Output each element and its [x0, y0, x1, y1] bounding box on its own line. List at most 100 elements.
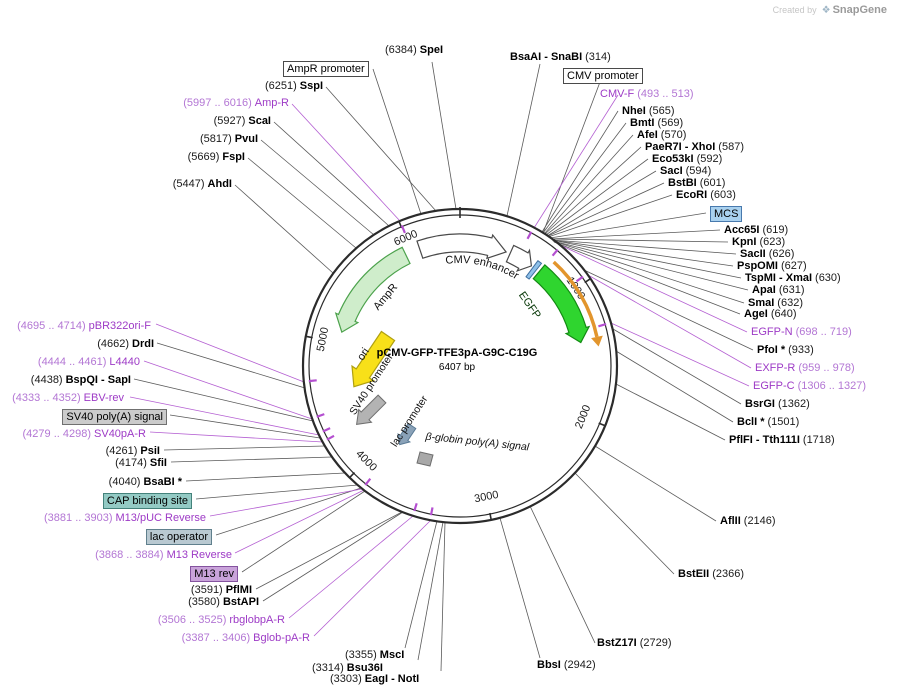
primer-callout-line	[149, 431, 324, 443]
plasmid-name: pCMV-GFP-TFE3pA-G9C-C19G	[377, 347, 538, 359]
primer-ring-ticks	[308, 225, 607, 516]
callout-line	[553, 241, 741, 315]
primer-tick	[322, 427, 331, 433]
site-label-ecori[interactable]: EcoRI (603)	[676, 189, 736, 201]
feature-label-cap-binding-site[interactable]: CAP binding site	[102, 493, 192, 509]
callout-line	[506, 63, 541, 217]
primer-label-pbr322ori-f[interactable]: (4695 .. 4714) pBR322ori-F	[17, 320, 151, 332]
callout-line	[615, 350, 734, 423]
site-label-pflfi-tth111i[interactable]: PflFI - Tth111I (1718)	[729, 434, 835, 446]
primer-label-egfp-c[interactable]: EGFP-C (1306 .. 1327)	[753, 380, 867, 392]
primer-callout-line	[313, 519, 432, 637]
primer-callout-line	[234, 489, 365, 554]
site-label-paer7i-xhoi[interactable]: PaeR7I - XhoI (587)	[645, 141, 744, 153]
primer-label-cmv-f[interactable]: CMV-F (493 .. 513)	[600, 88, 694, 100]
site-label-pvui[interactable]: (5817) PvuI	[199, 133, 258, 145]
site-label-eco53ki[interactable]: Eco53kI (592)	[652, 153, 723, 165]
callout-line	[612, 328, 742, 405]
ampr-arrow[interactable]	[334, 246, 411, 333]
feature-label-cmv-promoter[interactable]: CMV promoter	[563, 68, 643, 84]
site-label-bmti[interactable]: BmtI (569)	[630, 117, 684, 129]
site-label-psii[interactable]: (4261) PsiI	[105, 445, 160, 457]
site-label-bstz17i[interactable]: BstZ17I (2729)	[597, 637, 672, 649]
site-label-bstbi[interactable]: BstBI (601)	[668, 177, 726, 189]
site-label-apai[interactable]: ApaI (631)	[752, 284, 805, 296]
primer-label-sv40pa-r[interactable]: (4279 .. 4298) SV40pA-R	[22, 428, 146, 440]
lac-promoter-arrow[interactable]	[397, 422, 417, 446]
primer-label-egfp-n[interactable]: EGFP-N (698 .. 719)	[751, 326, 852, 338]
site-label-pspomi[interactable]: PspOMI (627)	[737, 260, 807, 272]
primer-tick	[598, 323, 607, 328]
primer-label-l4440[interactable]: (4444 .. 4461) L4440	[37, 356, 140, 368]
primer-callout-line	[533, 94, 619, 229]
site-label-acc65i[interactable]: Acc65I (619)	[724, 224, 789, 236]
callout-line	[163, 445, 326, 451]
callout-line	[549, 212, 707, 239]
cmv-enhancer-arrow[interactable]	[416, 233, 508, 260]
primer-label-exfp-r[interactable]: EXFP-R (959 .. 978)	[755, 362, 855, 374]
feature-label-m13-rev[interactable]: M13 rev	[190, 566, 238, 582]
callout-line	[551, 239, 742, 279]
primer-callout-line	[288, 515, 414, 619]
orange-feature-arc[interactable]	[552, 260, 599, 338]
site-label-bsaai-snabi[interactable]: BsaAI - SnaBI (314)	[510, 51, 611, 63]
site-label-bbsi[interactable]: BbsI (2942)	[537, 659, 596, 671]
mcs-block[interactable]	[525, 259, 543, 280]
primer-label-bglob-pa-r[interactable]: (3387 .. 3406) Bglob-pA-R	[181, 632, 310, 644]
site-label-msci[interactable]: (3355) MscI	[345, 649, 405, 661]
feature-label-sv40-polya[interactable]: SV40 poly(A) signal	[62, 409, 167, 425]
callout-line	[545, 158, 649, 236]
site-label-drdi[interactable]: (4662) DrdI	[97, 338, 154, 350]
cmv-promoter-arrow[interactable]	[505, 244, 533, 273]
primer-callout-line	[291, 103, 401, 222]
site-label-nhei[interactable]: NheI (565)	[622, 105, 675, 117]
ori-label: ori	[355, 346, 372, 363]
primer-callout-line	[129, 396, 320, 436]
primer-label-m13-puc-reverse[interactable]: (3881 .. 3903) M13/pUC Reverse	[44, 512, 206, 524]
orange-feature-arrowhead[interactable]	[591, 335, 603, 347]
feature-label-lac-operator[interactable]: lac operator	[145, 529, 212, 545]
site-label-scai[interactable]: (5927) ScaI	[213, 115, 271, 127]
primer-label-ebv-rev[interactable]: (4333 .. 4352) EBV-rev	[12, 392, 124, 404]
site-label-sfii[interactable]: (4174) SfiI	[115, 457, 167, 469]
site-label-kpni[interactable]: KpnI (623)	[732, 236, 786, 248]
callout-line	[551, 239, 734, 267]
site-label-bstapi[interactable]: (3580) BstAPI	[188, 596, 259, 608]
primer-label-amp-r[interactable]: (5997 .. 6016) Amp-R	[183, 97, 289, 109]
bglobin-polya-block[interactable]	[416, 451, 434, 467]
site-label-pflmi[interactable]: (3591) PflMI	[190, 584, 252, 596]
feature-label-ampr-promoter[interactable]: AmpR promoter	[283, 61, 369, 77]
site-label-ahdi[interactable]: (5447) AhdI	[172, 178, 232, 190]
site-label-tspmi-xmai[interactable]: TspMI - XmaI (630)	[745, 272, 841, 284]
site-label-aflii[interactable]: AflII (2146)	[720, 515, 776, 527]
site-label-eagi-noti[interactable]: (3303) EagI - NotI	[330, 673, 420, 685]
site-label-saci[interactable]: SacI (594)	[660, 165, 712, 177]
feature-label-mcs[interactable]: MCS	[710, 206, 743, 222]
primer-label-rbglobpa-r[interactable]: (3506 .. 3525) rbglobpA-R	[157, 614, 285, 626]
primer-tick	[575, 275, 584, 283]
site-label-afei[interactable]: AfeI (570)	[637, 129, 687, 141]
site-label-smai[interactable]: SmaI (632)	[748, 297, 803, 309]
site-label-spei[interactable]: (6384) SpeI	[385, 44, 444, 56]
primer-callout-line	[610, 322, 750, 387]
site-label-sacii[interactable]: SacII (626)	[740, 248, 795, 260]
primer-label-m13-reverse[interactable]: (3868 .. 3884) M13 Reverse	[95, 549, 232, 561]
site-label-agei[interactable]: AgeI (640)	[744, 308, 797, 320]
sv40-promoter-arrow[interactable]	[356, 394, 387, 425]
callout-line	[550, 238, 729, 243]
primer-tick	[364, 478, 372, 486]
site-label-bsabi[interactable]: (4040) BsaBI *	[108, 476, 182, 488]
callout-line	[440, 521, 446, 672]
site-label-bsteii[interactable]: BstEII (2366)	[678, 568, 744, 580]
callout-line	[615, 383, 726, 441]
site-label-fspi[interactable]: (5669) FspI	[187, 151, 245, 163]
ori-arrow[interactable]	[351, 330, 396, 388]
site-label-sspi[interactable]: (6251) SspI	[264, 80, 323, 92]
egfp-arrow[interactable]	[532, 264, 591, 344]
site-label-bsu36i[interactable]: (3314) Bsu36I	[312, 662, 383, 674]
site-label-bspqi-sapi[interactable]: (4438) BspQI - SapI	[30, 374, 131, 386]
site-label-pfoi[interactable]: PfoI * (933)	[757, 344, 814, 356]
site-label-bsrgi[interactable]: BsrGI (1362)	[745, 398, 810, 410]
site-label-bcli[interactable]: BclI * (1501)	[737, 416, 800, 428]
